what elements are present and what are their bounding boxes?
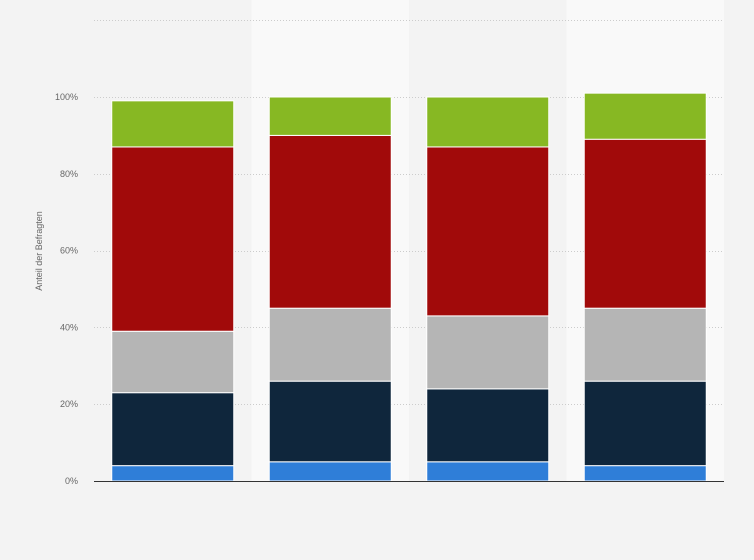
bar-segment[interactable]: [111, 330, 235, 394]
bar-segment[interactable]: [268, 134, 392, 309]
bar-segment[interactable]: [426, 388, 550, 463]
bar-segment[interactable]: [583, 380, 707, 467]
bar-segment[interactable]: [426, 96, 550, 148]
y-tick-label: 60%: [60, 246, 78, 256]
y-tick-label: 40%: [60, 322, 78, 332]
bar-segment[interactable]: [268, 461, 392, 482]
bars: [111, 92, 707, 482]
bar-segment[interactable]: [583, 307, 707, 382]
bar-segment[interactable]: [268, 307, 392, 382]
bar-segment[interactable]: [268, 96, 392, 136]
bar-segment[interactable]: [111, 465, 235, 482]
bar-segment[interactable]: [583, 138, 707, 309]
y-tick-label: 0%: [65, 476, 78, 486]
y-axis-ticks: 0% 20% 40% 60% 80% 100%: [55, 92, 78, 486]
bar-segment[interactable]: [111, 392, 235, 467]
bar-segment[interactable]: [268, 380, 392, 463]
y-axis-title: Anteil der Befragten: [34, 211, 44, 291]
bar-segment[interactable]: [426, 315, 550, 390]
bar-segment[interactable]: [111, 100, 235, 148]
bar-segment[interactable]: [111, 146, 235, 332]
bar-segment[interactable]: [583, 465, 707, 482]
bar-segment[interactable]: [583, 92, 707, 140]
y-tick-label: 100%: [55, 92, 78, 102]
y-tick-label: 80%: [60, 169, 78, 179]
bar-segment[interactable]: [426, 146, 550, 317]
bar-segment[interactable]: [426, 461, 550, 482]
y-tick-label: 20%: [60, 399, 78, 409]
